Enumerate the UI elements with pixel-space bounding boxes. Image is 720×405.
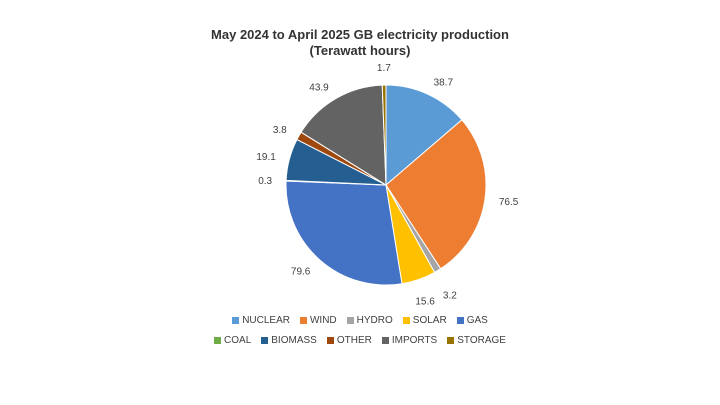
legend-swatch [346, 317, 354, 324]
data-label-hydro: 3.2 [443, 291, 457, 302]
data-label-imports: 43.9 [309, 82, 329, 93]
data-label-biomass: 19.1 [256, 152, 276, 163]
data-label-solar: 15.6 [415, 297, 435, 308]
legend-label: GAS [466, 315, 488, 326]
legend-item-other: OTHER [326, 335, 372, 346]
legend-item-nuclear: NUCLEAR [232, 315, 290, 326]
legend-swatch [299, 317, 307, 324]
pie-slice-gas [285, 180, 403, 286]
legend-row: NUCLEAR WIND HYDRO SOLAR GAS [0, 315, 720, 326]
legend-item-biomass: BIOMASS [261, 335, 317, 346]
pie-slice-storage [381, 84, 387, 186]
pie-slices [285, 84, 487, 286]
legend-item-solar: SOLAR [402, 315, 447, 326]
data-label-coal: 0.3 [258, 176, 272, 187]
legend-swatch [447, 337, 455, 344]
legend-swatch [456, 317, 464, 324]
legend-item-imports: IMPORTS [381, 335, 438, 346]
legend-swatch [402, 317, 410, 324]
legend-label: BIOMASS [271, 335, 317, 346]
legend-swatch [381, 337, 389, 344]
legend-label: HYDRO [356, 315, 393, 326]
legend-label: COAL [224, 335, 252, 346]
pie-slice-wind [385, 119, 487, 270]
legend-swatch [326, 337, 334, 344]
data-label-other: 3.8 [273, 125, 287, 136]
legend-label: SOLAR [412, 315, 447, 326]
legend-item-gas: GAS [456, 315, 488, 326]
data-label-storage: 1.7 [377, 63, 391, 74]
data-label-gas: 79.6 [291, 266, 311, 277]
pie-slice-imports [300, 84, 387, 186]
legend-label: WIND [309, 315, 337, 326]
legend-label: IMPORTS [391, 335, 438, 346]
data-label-wind: 76.5 [499, 197, 519, 208]
pie-slice-nuclear [385, 84, 463, 187]
chart-title: May 2024 to April 2025 GB electricity pr… [211, 27, 509, 42]
legend-swatch [232, 317, 240, 324]
legend-item-coal: COAL [214, 335, 251, 346]
legend-item-wind: WIND [299, 315, 337, 326]
legend-row: COAL BIOMASS OTHER IMPORTS STORAGE [0, 335, 720, 346]
legend-label: STORAGE [457, 335, 506, 346]
legend-label: NUCLEAR [242, 315, 290, 326]
legend-swatch [214, 337, 222, 344]
chart-subtitle: (Terawatt hours) [309, 43, 411, 58]
legend-swatch [261, 337, 269, 344]
legend-item-storage: STORAGE [447, 335, 506, 346]
legend-item-hydro: HYDRO [346, 315, 393, 326]
legend-label: OTHER [336, 335, 372, 346]
pie-data-labels: 38.7 76.5 3.2 15.6 79.6 0.3 19.1 3.8 43.9 1.7 [256, 63, 518, 308]
data-label-nuclear: 38.7 [434, 77, 454, 88]
